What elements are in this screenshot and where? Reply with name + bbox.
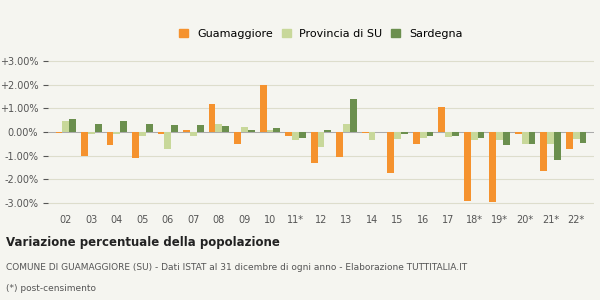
Bar <box>88 132 95 134</box>
Bar <box>503 132 510 145</box>
Bar <box>445 132 452 137</box>
Bar <box>387 132 394 173</box>
Bar <box>241 127 248 132</box>
Bar <box>311 132 317 163</box>
Bar <box>139 132 146 136</box>
Bar <box>547 132 554 144</box>
Bar <box>183 130 190 132</box>
Bar <box>515 132 521 134</box>
Bar <box>215 124 223 132</box>
Bar <box>452 132 459 136</box>
Bar <box>266 130 274 132</box>
Bar <box>325 130 331 132</box>
Text: COMUNE DI GUAMAGGIORE (SU) - Dati ISTAT al 31 dicembre di ogni anno - Elaborazio: COMUNE DI GUAMAGGIORE (SU) - Dati ISTAT … <box>6 263 467 272</box>
Bar <box>368 132 376 140</box>
Bar <box>496 132 503 140</box>
Bar <box>540 132 547 171</box>
Bar <box>470 132 478 140</box>
Bar <box>521 132 529 144</box>
Text: Variazione percentuale della popolazione: Variazione percentuale della popolazione <box>6 236 280 249</box>
Bar <box>554 132 561 160</box>
Bar <box>394 132 401 139</box>
Bar <box>81 132 88 156</box>
Bar <box>413 132 419 144</box>
Bar <box>223 126 229 132</box>
Bar <box>336 132 343 157</box>
Bar <box>158 132 164 134</box>
Bar <box>197 125 204 132</box>
Bar <box>121 122 127 132</box>
Bar <box>95 124 102 132</box>
Bar <box>190 132 197 136</box>
Bar <box>70 119 76 132</box>
Bar <box>234 132 241 144</box>
Bar <box>427 132 433 136</box>
Bar <box>343 124 350 132</box>
Bar <box>566 132 572 148</box>
Bar <box>164 132 172 148</box>
Bar <box>438 107 445 132</box>
Bar <box>580 132 586 142</box>
Text: (*) post-censimento: (*) post-censimento <box>6 284 96 293</box>
Bar <box>132 132 139 158</box>
Bar <box>489 132 496 202</box>
Bar <box>478 132 484 138</box>
Bar <box>401 132 408 134</box>
Bar <box>274 128 280 132</box>
Bar <box>209 103 215 132</box>
Bar <box>292 132 299 140</box>
Bar <box>529 132 535 144</box>
Bar <box>62 122 70 132</box>
Bar <box>248 130 255 132</box>
Bar <box>464 132 470 200</box>
Bar <box>362 132 368 133</box>
Bar <box>56 132 62 133</box>
Bar <box>285 132 292 136</box>
Bar <box>299 132 306 138</box>
Bar <box>350 99 357 132</box>
Bar <box>113 132 121 134</box>
Bar <box>107 132 113 145</box>
Bar <box>146 124 153 132</box>
Bar <box>260 85 266 132</box>
Bar <box>572 132 580 139</box>
Bar <box>317 132 325 147</box>
Bar <box>172 125 178 132</box>
Legend: Guamaggiore, Provincia di SU, Sardegna: Guamaggiore, Provincia di SU, Sardegna <box>176 25 466 42</box>
Bar <box>419 132 427 138</box>
